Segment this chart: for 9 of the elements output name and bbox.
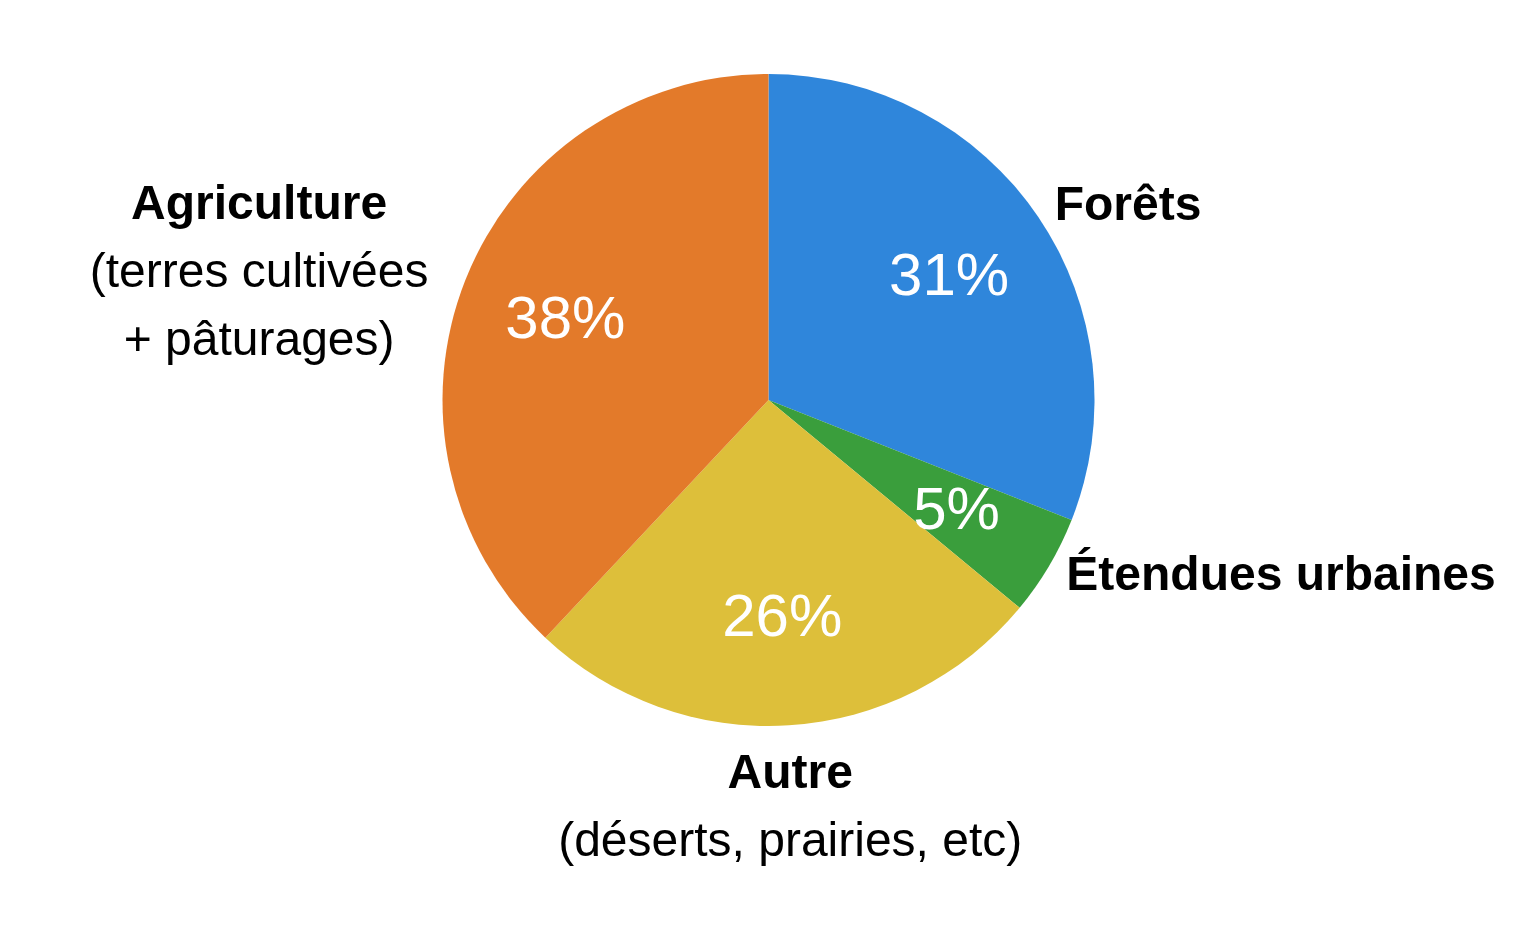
category-label: Agriculture (terres cultivées + pâturages) (89, 175, 429, 365)
data-label: 5% (913, 475, 1000, 543)
data-label: 26% (722, 581, 843, 649)
category-label: Autre (déserts, prairies, etc) (558, 745, 1023, 867)
slice-label: Étendues urbaines (1066, 547, 1496, 601)
data-label: 38% (505, 283, 626, 351)
data-label: 31% (889, 241, 1010, 309)
slice-label: Forêts (1054, 176, 1202, 230)
pie-slice (545, 400, 1020, 726)
